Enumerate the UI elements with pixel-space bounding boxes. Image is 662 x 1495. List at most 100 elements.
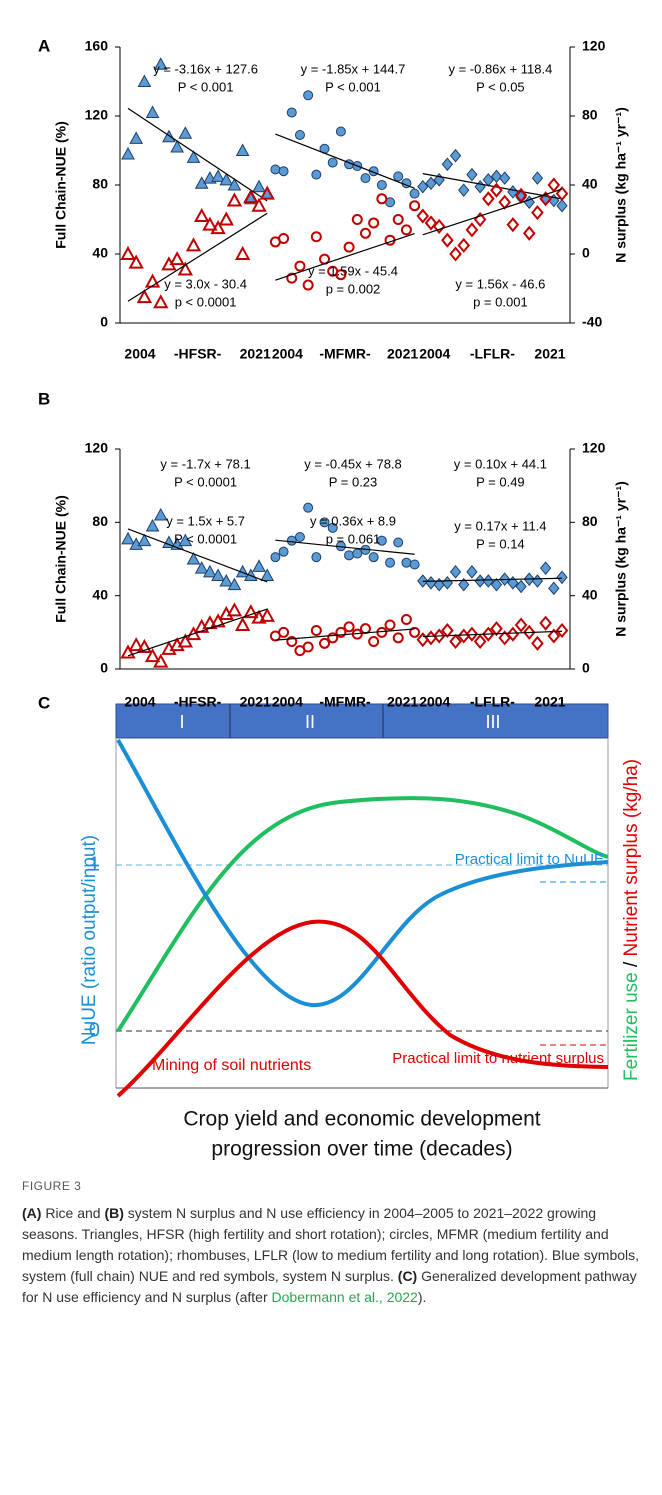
marker — [153, 507, 168, 521]
marker — [555, 622, 569, 639]
marker — [202, 216, 218, 231]
marker — [178, 126, 193, 139]
marker — [409, 559, 420, 570]
marker — [278, 546, 289, 557]
marker — [392, 632, 404, 644]
marker — [251, 197, 267, 212]
marker — [343, 621, 355, 633]
marker — [128, 254, 144, 269]
marker — [278, 626, 290, 638]
marker — [270, 164, 281, 175]
marker — [499, 171, 511, 185]
stage-bar — [115, 703, 609, 739]
x-tick-label: 2021 — [387, 694, 418, 710]
marker — [294, 129, 305, 140]
marker — [227, 577, 242, 591]
marker — [286, 636, 298, 647]
fit-equation: y = 1.56x - 46.6 — [455, 276, 545, 291]
marker — [186, 551, 201, 565]
citation-link[interactable]: Dobermann et al., 2022 — [271, 1289, 418, 1305]
fit-equation: y = -1.85x + 144.7 — [301, 61, 406, 76]
marker — [539, 561, 552, 575]
marker — [311, 169, 322, 180]
marker — [194, 561, 209, 574]
fit-line — [275, 133, 415, 189]
marker — [556, 198, 568, 213]
marker — [531, 574, 544, 588]
marker — [153, 57, 168, 70]
x-tick-label: -HFSR- — [174, 346, 222, 362]
marker — [425, 576, 437, 590]
x-tick-label: 2021 — [534, 694, 565, 710]
marker — [352, 548, 363, 559]
marker — [474, 574, 486, 588]
fit-equation: y = -0.45x + 78.8 — [304, 456, 402, 471]
marker — [120, 644, 136, 659]
fit-equation: y = 1.59x - 45.4 — [308, 263, 398, 278]
marker — [153, 294, 169, 309]
marker — [294, 260, 306, 272]
marker — [170, 140, 184, 153]
caption-part: Generalized development pathway for N us… — [22, 1268, 637, 1305]
marker — [145, 105, 160, 119]
marker — [393, 537, 404, 548]
fit-p-value: P = 0.23 — [329, 474, 378, 489]
marker — [458, 183, 470, 197]
marker — [466, 167, 478, 182]
marker — [393, 171, 404, 182]
annotation: Practical limit to nutrient surplus — [392, 1050, 604, 1067]
marker — [490, 621, 503, 637]
marker — [490, 182, 503, 198]
marker — [449, 246, 462, 262]
y-axis-label: Full Chain-NUE (%) — [53, 495, 69, 623]
marker — [203, 564, 217, 578]
stage-label: I — [179, 712, 184, 732]
marker — [465, 626, 479, 642]
marker — [416, 208, 430, 224]
marker — [441, 622, 454, 639]
y2-tick-label: 120 — [582, 38, 606, 54]
marker — [120, 245, 136, 260]
fit-line — [127, 107, 268, 202]
marker — [169, 251, 185, 266]
marker — [121, 146, 135, 160]
x-axis-label: progression over time (decades) — [211, 1138, 512, 1161]
marker — [302, 641, 314, 653]
x-tick-label: -HFSR- — [174, 694, 222, 710]
marker — [137, 533, 152, 547]
x-tick-label: 2004 — [124, 346, 155, 362]
x-axis-label: Crop yield and economic development — [183, 1108, 540, 1131]
fit-line — [422, 188, 563, 236]
y2-axis-label: N surplus (kg ha⁻¹ yr⁻¹) — [613, 481, 629, 637]
y2-tick-label: 80 — [582, 513, 598, 529]
fit-p-value: P < 0.001 — [325, 79, 381, 94]
fit-line — [275, 233, 415, 281]
x-tick-label: -LFLR- — [470, 694, 515, 710]
marker — [128, 637, 144, 652]
x-tick-label: 2004 — [272, 346, 303, 362]
marker — [482, 191, 495, 207]
caption-part: system N surplus and N use efficiency in… — [22, 1205, 640, 1284]
marker — [259, 607, 275, 622]
marker — [319, 637, 331, 649]
marker — [260, 568, 275, 581]
marker — [368, 636, 380, 647]
marker — [302, 279, 314, 291]
marker — [457, 237, 471, 253]
y2-axis-label: Fertilizer use / Nutrient surplus (kg/ha… — [621, 759, 642, 1081]
marker — [162, 535, 176, 548]
caption-part: ). — [417, 1289, 427, 1305]
fit-line — [275, 539, 415, 555]
marker — [359, 227, 371, 239]
y2-tick-label: 40 — [582, 176, 598, 192]
x-tick-label: -LFLR- — [470, 346, 515, 362]
y-tick-label: 40 — [92, 245, 108, 261]
y-tick-label: 80 — [92, 176, 108, 192]
marker — [286, 535, 297, 546]
marker — [385, 557, 396, 568]
marker — [319, 517, 330, 528]
marker — [310, 625, 322, 636]
panel-label: A — [38, 36, 50, 55]
caption-part: (B) — [104, 1205, 124, 1221]
marker — [211, 568, 225, 581]
